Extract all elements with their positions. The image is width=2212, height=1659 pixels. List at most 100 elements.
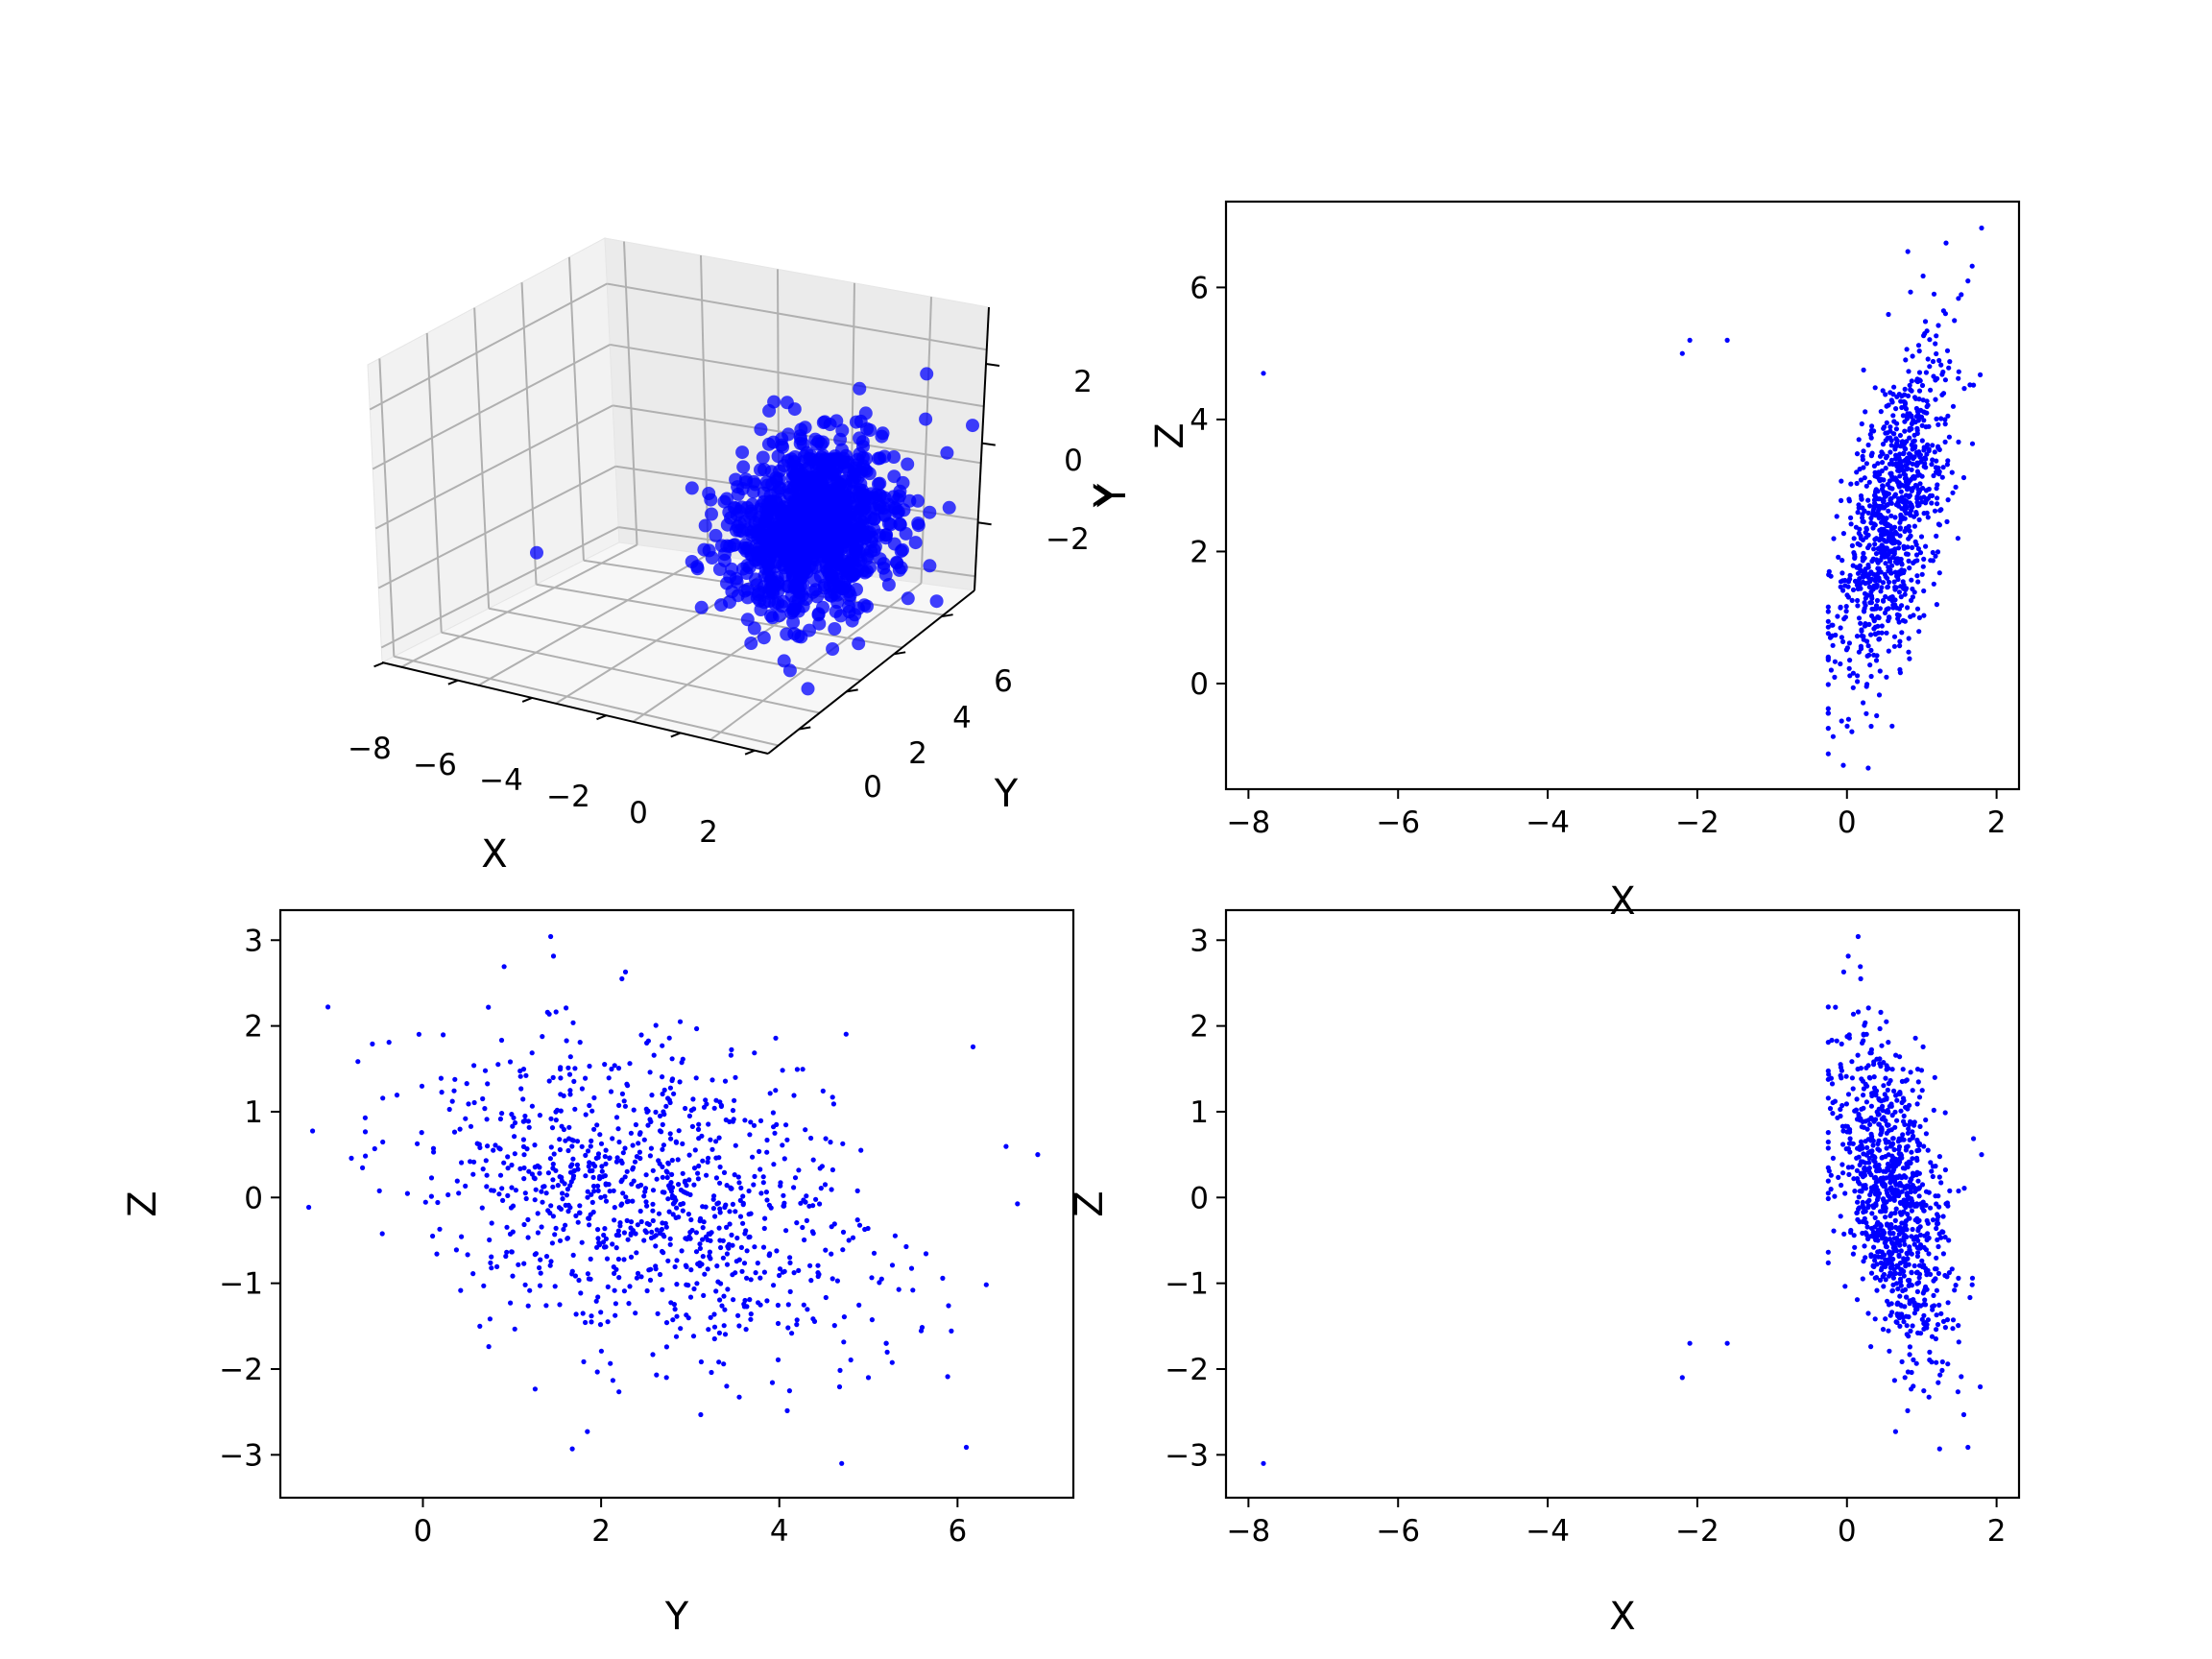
xy-point bbox=[1862, 606, 1867, 612]
yz-point bbox=[940, 1275, 946, 1281]
xy-point bbox=[1825, 751, 1831, 757]
yz-point bbox=[729, 1046, 734, 1052]
xy-point bbox=[1863, 535, 1869, 541]
xy-point bbox=[1950, 490, 1956, 495]
xz-point bbox=[1840, 1142, 1846, 1147]
yz-point bbox=[713, 1139, 719, 1144]
yz-point bbox=[834, 1278, 841, 1284]
xy-point bbox=[1877, 496, 1883, 502]
xz-point bbox=[1909, 1251, 1914, 1257]
xz-point bbox=[1847, 1149, 1853, 1155]
xz-point bbox=[1903, 1257, 1909, 1262]
xy-point bbox=[1882, 424, 1887, 430]
yz-point bbox=[487, 1237, 493, 1243]
xz-point bbox=[1838, 1062, 1843, 1068]
yz-point bbox=[643, 1199, 649, 1205]
yz-point bbox=[546, 1078, 552, 1084]
yz-point bbox=[794, 1317, 800, 1323]
yz-point bbox=[810, 1157, 816, 1163]
yz-point bbox=[839, 1460, 845, 1466]
yz-point bbox=[903, 1243, 909, 1250]
yz-point bbox=[596, 1239, 602, 1246]
xz-point bbox=[1898, 1108, 1904, 1114]
xy-point bbox=[1861, 448, 1866, 454]
xy-point bbox=[1915, 487, 1921, 493]
xz-point bbox=[1860, 1199, 1865, 1205]
xy-point bbox=[1888, 470, 1894, 476]
xz-point bbox=[1911, 1310, 1917, 1316]
xy-point bbox=[1869, 423, 1875, 429]
xz-point bbox=[1868, 1270, 1875, 1276]
3d-point bbox=[747, 621, 761, 636]
yz-point bbox=[505, 1154, 511, 1160]
yz-point bbox=[628, 1225, 634, 1231]
xy-point bbox=[1861, 550, 1866, 557]
xy-point bbox=[1927, 337, 1933, 343]
yz-point bbox=[557, 1302, 563, 1308]
yz-point bbox=[748, 1119, 754, 1125]
xy-point bbox=[1839, 558, 1845, 564]
yz-point bbox=[454, 1178, 460, 1184]
yz-point bbox=[641, 1137, 647, 1142]
xy-point bbox=[1878, 409, 1884, 415]
yz-point bbox=[831, 1323, 837, 1329]
yz-point bbox=[637, 1155, 643, 1162]
3d-y-tick-label: 6 bbox=[994, 664, 1013, 699]
xz-point bbox=[1915, 1302, 1921, 1309]
xy-point bbox=[1946, 434, 1952, 440]
yz-point bbox=[695, 1176, 702, 1182]
yz-point bbox=[694, 1281, 700, 1286]
xy-point bbox=[1877, 606, 1883, 612]
xz-point bbox=[1891, 1236, 1897, 1241]
xy-point bbox=[1924, 403, 1930, 410]
yz-point bbox=[889, 1262, 896, 1268]
xz-point bbox=[1909, 1369, 1914, 1376]
xy-point bbox=[1888, 397, 1894, 403]
yz-point bbox=[616, 1102, 622, 1108]
3d-point bbox=[795, 467, 809, 481]
xy-point bbox=[1872, 578, 1879, 584]
xy-point bbox=[1903, 472, 1909, 478]
xy-point bbox=[1920, 397, 1926, 403]
yz-point bbox=[668, 1180, 674, 1186]
xy-point bbox=[1874, 597, 1881, 604]
yz-point bbox=[360, 1165, 366, 1170]
xz-point bbox=[1900, 1095, 1907, 1101]
3d-point bbox=[808, 475, 823, 490]
yz-point bbox=[451, 1088, 457, 1094]
xy-point bbox=[1902, 618, 1908, 624]
xz-point bbox=[1876, 1121, 1882, 1127]
xy-point bbox=[1919, 382, 1926, 389]
xz-point bbox=[1903, 1313, 1910, 1319]
yz-point bbox=[633, 1231, 638, 1237]
yz-point bbox=[428, 1193, 434, 1199]
xz-point bbox=[1885, 1087, 1890, 1093]
xz-point bbox=[1830, 1111, 1836, 1117]
yz-point bbox=[721, 1169, 728, 1175]
xy-point bbox=[1873, 551, 1880, 557]
xy-point bbox=[1860, 453, 1865, 459]
xz-point bbox=[1912, 1236, 1918, 1241]
xy-point bbox=[1900, 413, 1906, 419]
yz-point bbox=[563, 1202, 568, 1208]
xz-point bbox=[1889, 1067, 1895, 1072]
3d-point bbox=[816, 435, 830, 449]
yz-point bbox=[846, 1238, 852, 1243]
yz-point bbox=[643, 1172, 649, 1178]
xy-point bbox=[1925, 356, 1931, 362]
yz-point bbox=[752, 1244, 757, 1250]
3d-point bbox=[810, 589, 825, 604]
yz-point bbox=[791, 1093, 797, 1098]
xy-point bbox=[1866, 542, 1872, 548]
3d-point bbox=[756, 450, 770, 465]
yz-point bbox=[576, 1277, 582, 1284]
yz-point bbox=[711, 1335, 717, 1342]
xy-point bbox=[1907, 565, 1912, 571]
xz-point bbox=[1858, 1159, 1864, 1165]
xy-point bbox=[1906, 369, 1911, 374]
yz-point bbox=[757, 1275, 763, 1281]
x-tick-label: 2 bbox=[591, 1514, 611, 1549]
xy-point bbox=[1859, 628, 1864, 634]
yz-point bbox=[762, 1215, 768, 1221]
xz-point bbox=[1915, 1178, 1921, 1184]
